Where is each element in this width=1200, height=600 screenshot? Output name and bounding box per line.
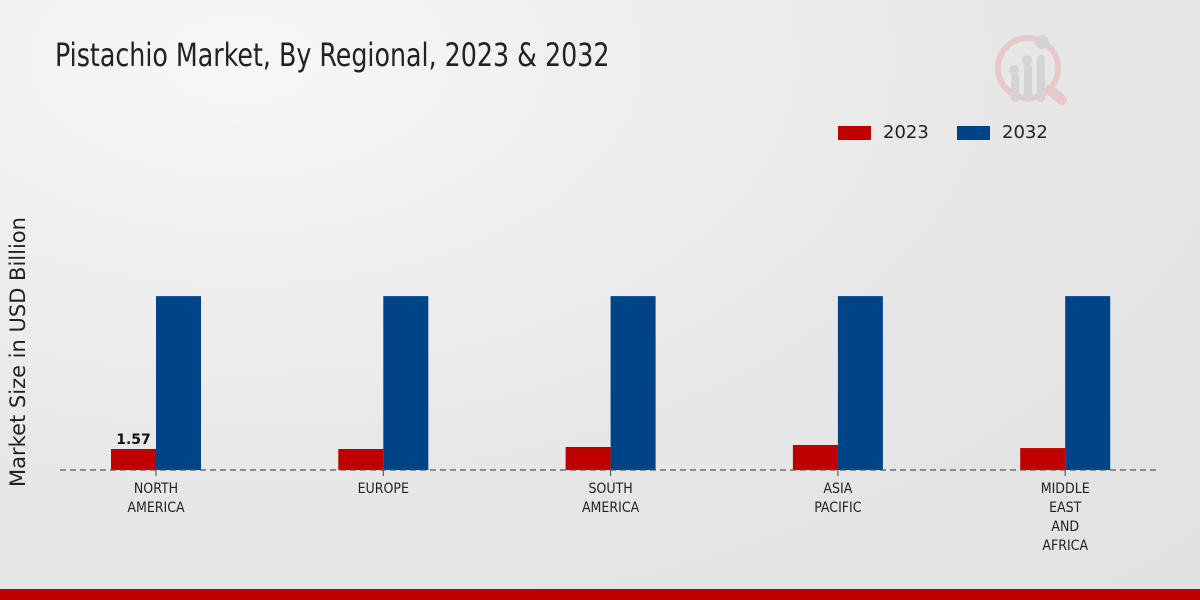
bar-2023-2 [565, 446, 611, 470]
legend-item-2023: 2023 [838, 122, 929, 143]
x-tick-label: MIDDLE [1041, 481, 1090, 497]
bar-2032-3 [837, 296, 883, 470]
x-tick-label: AMERICA [582, 500, 640, 516]
data-label: 1.57 [116, 432, 151, 448]
x-tick-label: AND [1051, 519, 1079, 535]
bar-2032-1 [383, 296, 429, 470]
legend-swatch-2023 [838, 125, 871, 140]
x-tick-label: AFRICA [1042, 538, 1088, 554]
x-tick-label: AMERICA [127, 500, 185, 516]
x-tick-label: NORTH [134, 481, 178, 497]
bar-2032-4 [1065, 296, 1111, 470]
bar-2032-2 [610, 296, 656, 470]
bar-2023-4 [1020, 448, 1066, 470]
x-tick-label: PACIFIC [814, 500, 862, 516]
bar-2023-3 [792, 444, 838, 470]
bar-2023-1 [338, 449, 384, 470]
legend-swatch-2032 [957, 125, 990, 140]
legend-label: 2023 [883, 122, 929, 143]
bar-2023-0 [111, 449, 156, 470]
x-tick-label: EUROPE [358, 481, 409, 497]
bar-2032-0 [156, 296, 201, 470]
legend-label: 2032 [1002, 122, 1048, 143]
legend-item-2032: 2032 [957, 122, 1048, 143]
x-tick-label: EAST [1049, 500, 1082, 516]
footer-bar [0, 589, 1200, 600]
chart-title: Pistachio Market, By Regional, 2023 & 20… [55, 36, 610, 74]
x-tick-label: ASIA [823, 481, 852, 497]
x-tick-label: SOUTH [588, 481, 632, 497]
